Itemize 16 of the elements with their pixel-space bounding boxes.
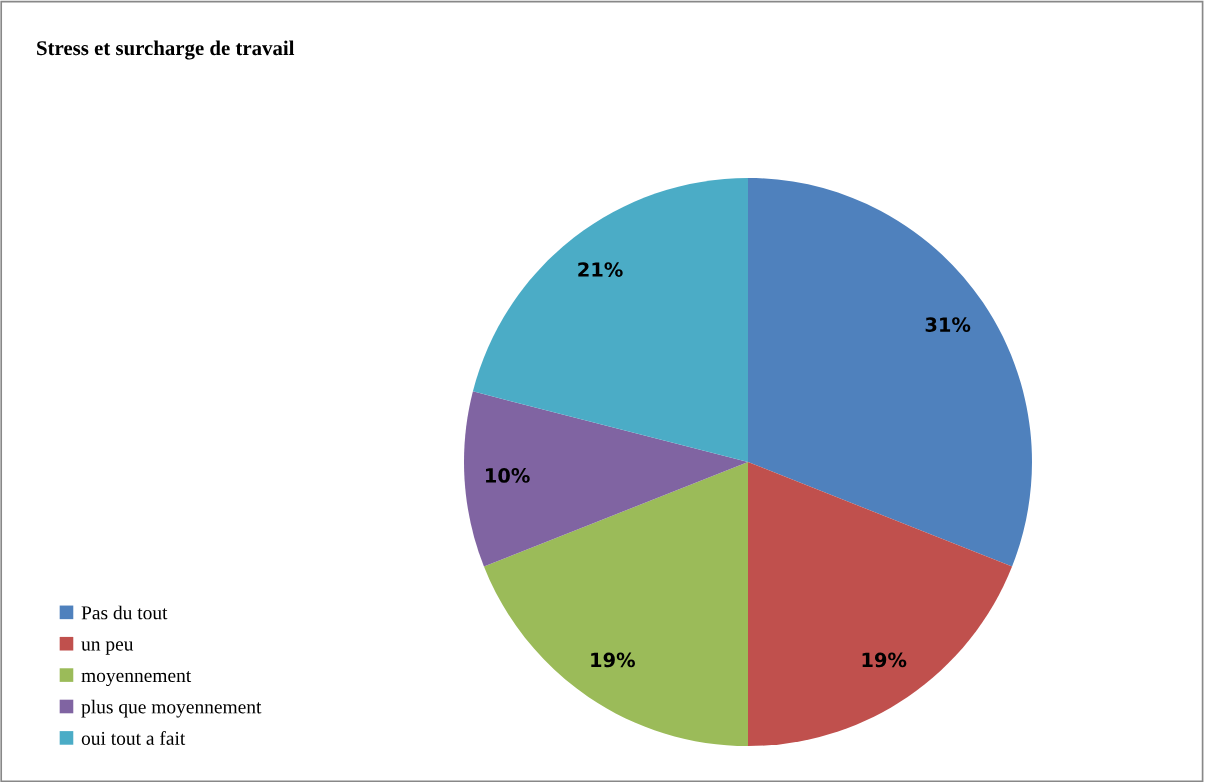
data-label: 19% [862,652,907,668]
data-label: 19% [591,652,635,668]
legend-label: un peu [81,641,134,655]
pie-slice [464,391,748,567]
legend-label: oui tout a fait [81,731,186,745]
chart-title: Stress et surcharge de travail [37,40,295,60]
data-label: 10% [486,468,530,483]
legend-label: Pas du tout [81,605,168,620]
pie-slice [472,178,748,462]
data-label: 31% [925,317,971,332]
legend-label: plus que moyennement [81,699,262,718]
data-label: 21% [578,262,623,277]
pie-slice [748,462,1013,746]
pie-slice [483,462,748,746]
legend-label: moyennement [81,670,192,687]
pie-slice [748,178,1032,567]
